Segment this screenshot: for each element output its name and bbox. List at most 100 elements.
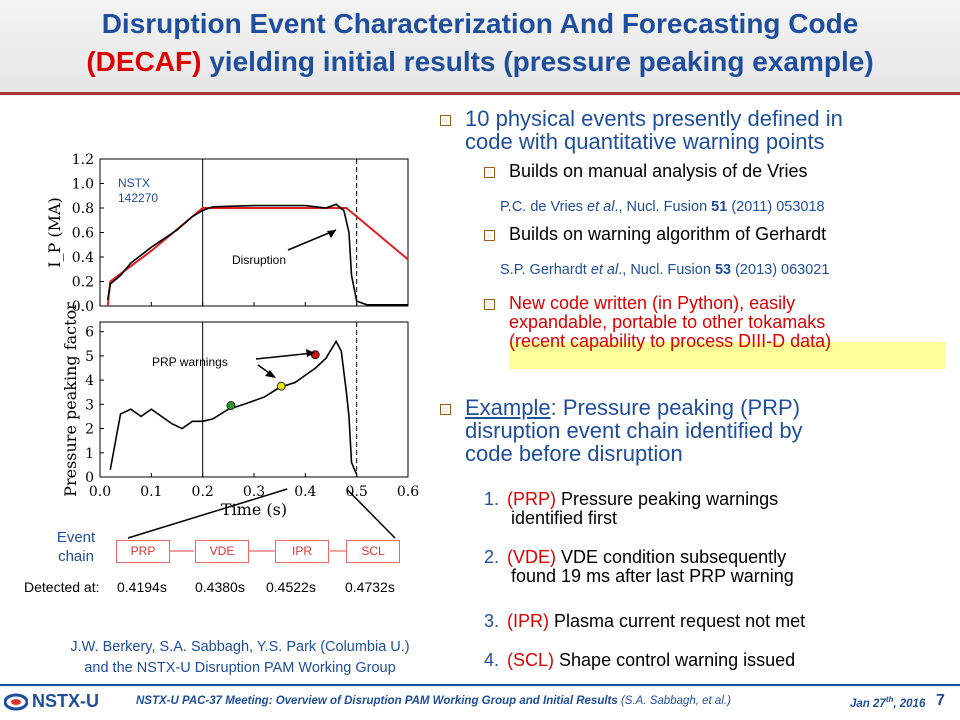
event-chain-label-1: Event — [56, 529, 96, 546]
bullet-example-line2: disruption event chain identified by — [465, 418, 803, 443]
step-number: 1. — [484, 489, 500, 509]
bullet-gerhardt-text: Builds on warning algorithm of Gerhardt — [509, 224, 827, 244]
prp-arrow-1 — [255, 352, 314, 360]
prp-xtick-label: 0.5 — [346, 484, 368, 500]
ref-journal: ., Nucl. Fusion — [614, 199, 712, 215]
prp-xtick-label: 0.2 — [192, 484, 214, 500]
ip-ytick-label: 1.2 — [72, 152, 94, 168]
square-bullet-icon — [484, 229, 495, 241]
step-key: (PRP) — [507, 489, 557, 509]
footer-meeting-title: NSTX-U PAC-37 Meeting: Overview of Disru… — [136, 695, 618, 707]
event-chain-label: Event chain — [46, 528, 106, 566]
logo-text: NSTX-U — [32, 691, 99, 711]
prp-arrowhead-2 — [265, 370, 276, 378]
chain-connector-right — [346, 488, 396, 539]
credits-line-2: and the NSTX-U Disruption PAM Working Gr… — [84, 660, 396, 676]
step-number: 2. — [484, 547, 500, 567]
prp-ytick-label: 1 — [85, 446, 94, 462]
step-2: 2. (VDE) VDE condition subsequently found… — [484, 548, 794, 586]
shot-label-1: NSTX — [118, 176, 150, 190]
ref-etal: et al — [587, 199, 615, 215]
prp-xtick-label: 0.6 — [397, 484, 419, 500]
chain-box-prp: PRP — [116, 540, 170, 563]
step-text-2: found 19 ms after last PRP warning — [511, 566, 794, 586]
step-number: 4. — [484, 650, 500, 670]
square-bullet-icon — [440, 403, 451, 415]
ref-journal: ., Nucl. Fusion — [618, 262, 715, 278]
square-bullet-icon — [484, 166, 495, 178]
reference-gerhardt: S.P. Gerhardt et al., Nucl. Fusion 53 (2… — [500, 262, 829, 278]
prp-ytick-label: 6 — [85, 325, 94, 341]
bullet-gerhardt: Builds on warning algorithm of Gerhardt — [484, 225, 826, 244]
bullet-example-line3: code before disruption — [465, 441, 683, 466]
credits-line-1: J.W. Berkery, S.A. Sabbagh, Y.S. Park (C… — [70, 639, 410, 655]
ip-ytick-label: 0.8 — [72, 201, 94, 217]
detected-time-scl: 0.4732s — [345, 579, 395, 595]
step-text: Pressure peaking warnings — [556, 489, 779, 509]
step-key: (SCL) — [507, 650, 555, 670]
ip-ytick-label: 1.0 — [72, 177, 94, 193]
torus-icon — [4, 693, 28, 711]
detected-time-ipr: 0.4522s — [266, 579, 316, 595]
reference-de-vries: P.C. de Vries et al., Nucl. Fusion 51 (2… — [500, 199, 825, 215]
ref-year-page: (2013) 063021 — [731, 262, 830, 278]
footer-date-year: , 2016 — [893, 697, 926, 710]
title-acronym: (DECAF) — [86, 46, 202, 77]
shot-label-2: 142270 — [118, 191, 158, 205]
ref-volume: 51 — [711, 199, 728, 215]
chain-box-scl: SCL — [346, 540, 400, 563]
example-word: Example — [465, 395, 551, 420]
ref-author: S.P. Gerhardt — [500, 262, 591, 278]
step-1: 1. (PRP) Pressure peaking warnings identi… — [484, 490, 778, 528]
detected-label: Detected at: — [24, 579, 100, 595]
title-line-1: Disruption Event Characterization And Fo… — [101, 8, 859, 39]
disruption-arrowhead — [327, 230, 336, 238]
step-3: 3. (IPR) Plasma current request not met — [484, 612, 805, 631]
ref-year-page: (2011) 053018 — [727, 199, 825, 215]
prp-ytick-label: 2 — [85, 422, 94, 438]
prp-ytick-label: 0 — [85, 470, 94, 486]
prp-plot-frame — [99, 321, 409, 478]
footer-meeting: NSTX-U PAC-37 Meeting: Overview of Disru… — [136, 695, 731, 707]
time-xlabel: Time (s) — [221, 500, 287, 519]
ip-ytick-label: 0.6 — [72, 226, 94, 242]
prp-ytick-label: 4 — [85, 373, 94, 389]
detected-time-prp: 0.4194s — [117, 579, 167, 595]
bullet-events: 10 physical events presently defined in … — [440, 107, 843, 153]
chain-box-ipr: IPR — [275, 540, 329, 563]
ip-ytick-label: 0.2 — [72, 275, 94, 291]
bullet-new-code-line2: expandable, portable to other tokamaks — [509, 312, 826, 332]
highlight-box — [509, 342, 946, 369]
bullet-new-code-line1: New code written (in Python), easily — [509, 293, 796, 313]
prp-ylabel: Pressure peaking factor — [61, 302, 80, 497]
footer-date-main: Jan 27 — [850, 697, 886, 710]
prp-xtick-label: 0.4 — [294, 484, 316, 500]
bullet-example: Example: Pressure peaking (PRP) disrupti… — [440, 396, 803, 465]
prp-warning-point-1 — [226, 401, 236, 410]
bullet-de-vries: Builds on manual analysis of de Vries — [484, 162, 808, 181]
ip-ylabel: I_P (MA) — [45, 197, 64, 268]
event-chain-label-2: chain — [58, 548, 94, 565]
ip-ytick-label: 0.4 — [72, 250, 94, 266]
step-key: (IPR) — [507, 611, 550, 631]
chain-connector-left — [127, 488, 288, 539]
prp-ytick-label: 5 — [85, 349, 94, 365]
square-bullet-icon — [440, 114, 451, 126]
step-text-2: identified first — [511, 508, 618, 528]
prp-warnings-label: PRP warnings — [152, 355, 228, 369]
credits: J.W. Berkery, S.A. Sabbagh, Y.S. Park (C… — [0, 637, 480, 679]
bullet-events-line1: 10 physical events presently defined in — [465, 106, 843, 131]
step-text: Plasma current request not met — [549, 611, 806, 631]
prp-xtick-label: 0.3 — [243, 484, 265, 500]
step-text: Shape control warning issued — [554, 650, 796, 670]
footer: NSTX-U NSTX-U PAC-37 Meeting: Overview o… — [0, 686, 960, 720]
footer-author: (S.A. Sabbagh, et al.) — [617, 695, 731, 707]
prp-warning-point-2 — [276, 381, 286, 391]
step-number: 3. — [484, 611, 500, 631]
ref-author: P.C. de Vries — [500, 199, 588, 215]
bullet-example-line1: : Pressure peaking (PRP) — [550, 395, 801, 420]
chain-box-vde: VDE — [195, 540, 249, 563]
